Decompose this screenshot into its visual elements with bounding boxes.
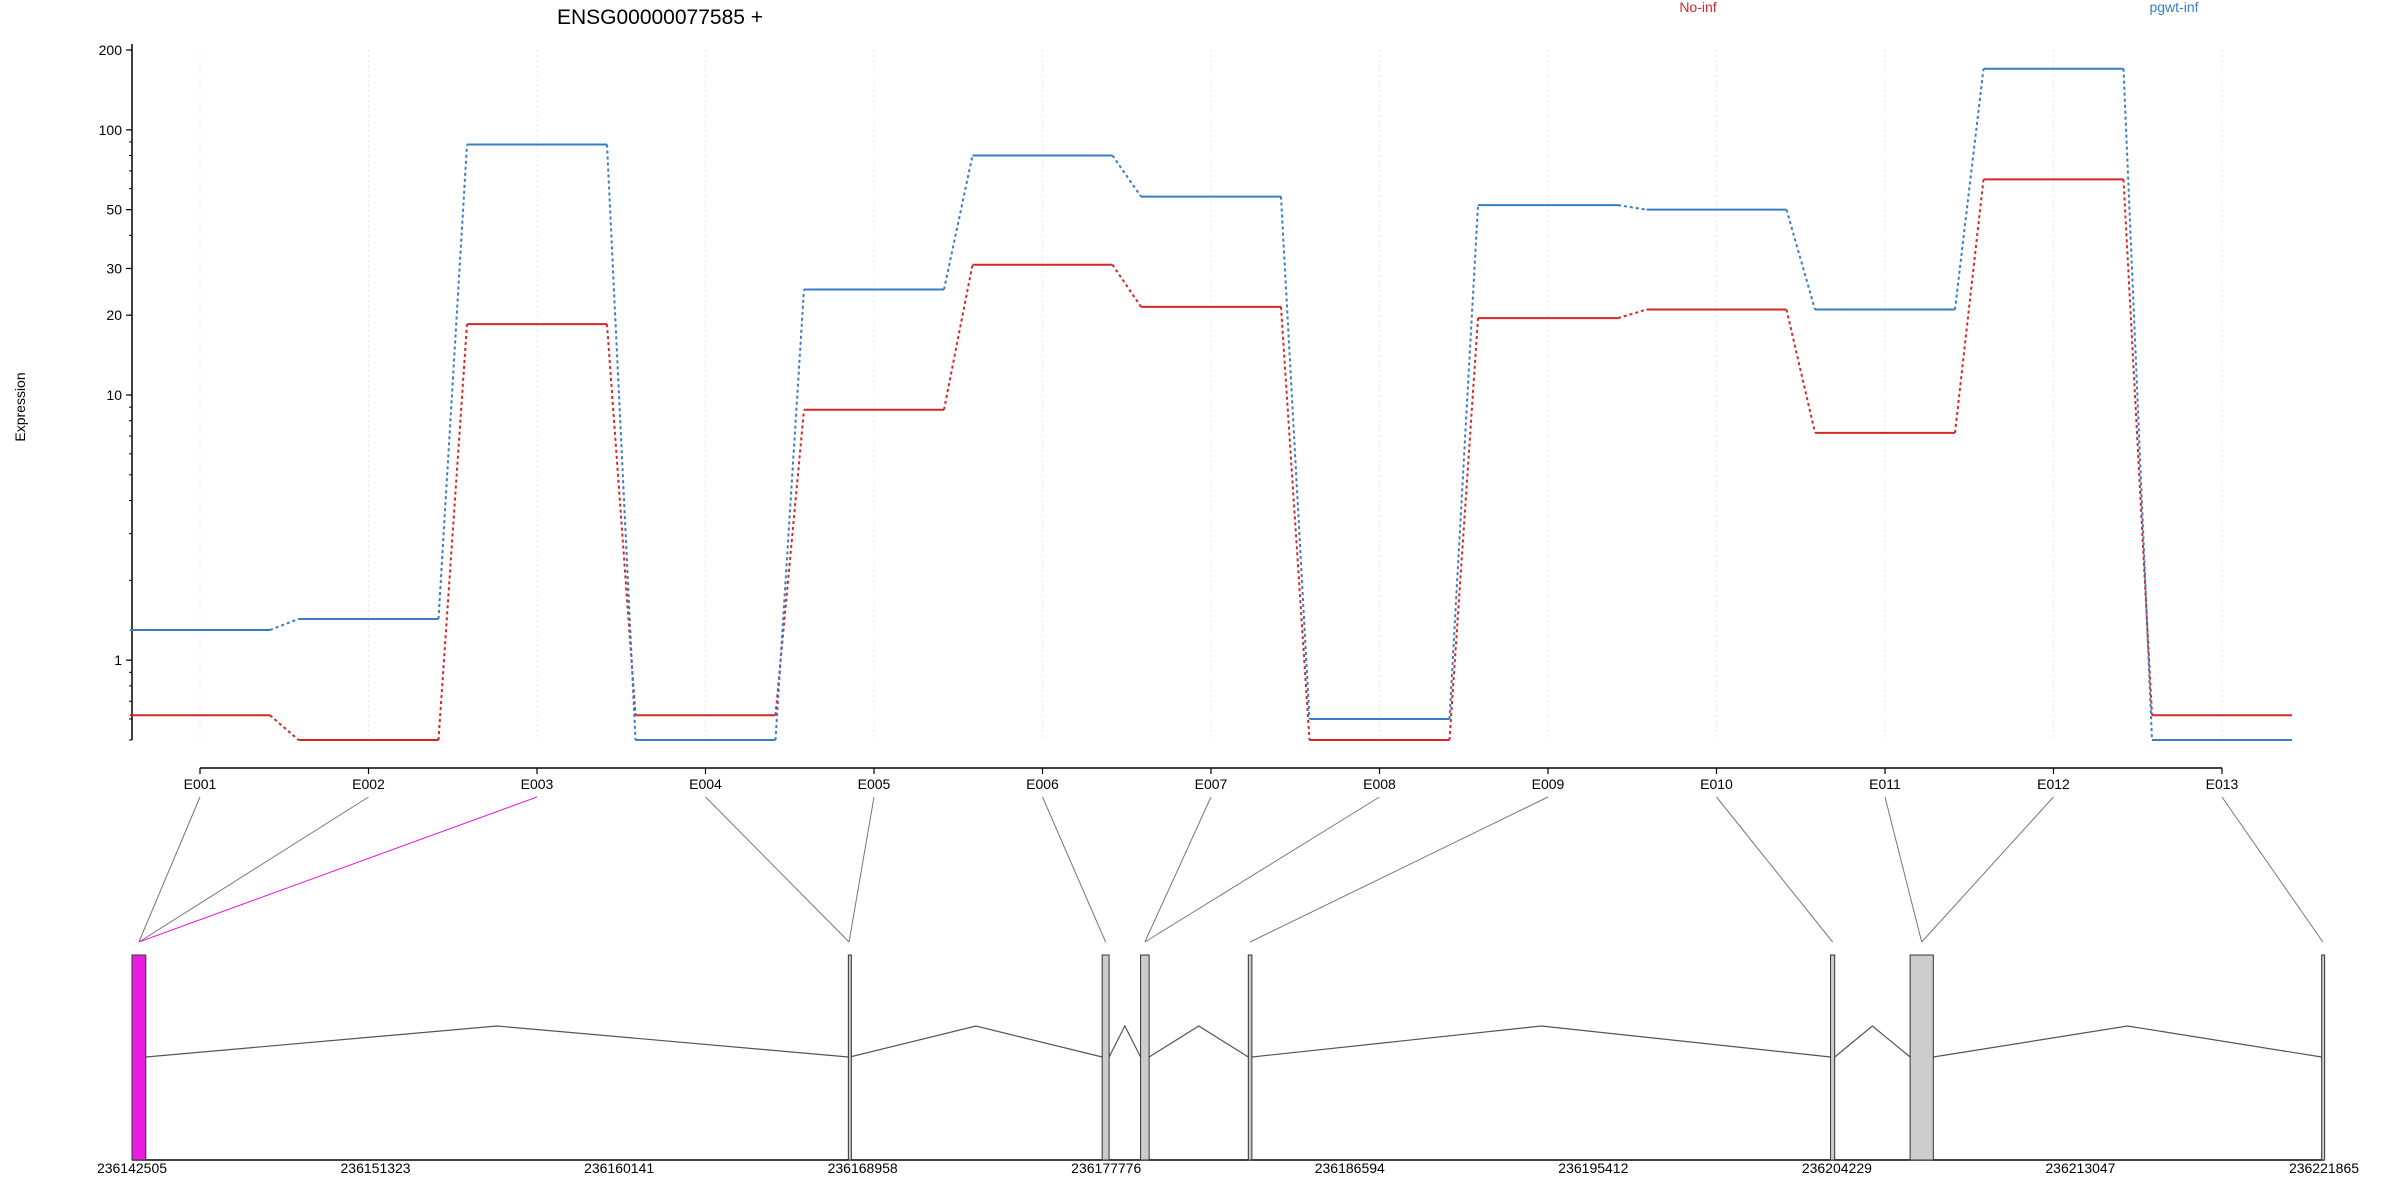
series-no-inf-connector: [943, 264, 974, 410]
series-pgwt-inf-connector: [943, 155, 974, 290]
y-tick-label: 20: [106, 307, 122, 323]
intron-line: [1834, 1025, 1911, 1058]
series-pgwt-inf-connector: [1617, 204, 1647, 211]
coordinate-tick-label: 236151323: [341, 1160, 411, 1176]
series-pgwt-inf-connector: [1785, 209, 1816, 310]
series-lines: [130, 67, 2292, 741]
exon: [1830, 954, 1836, 1161]
series-no-inf-connector: [1111, 264, 1142, 308]
coordinate-tick-label: 236177776: [1071, 1160, 1141, 1176]
series-pgwt-inf-connector: [1280, 196, 1311, 720]
exon-link: [138, 796, 369, 943]
chart-title: ENSG00000077585 +: [557, 6, 763, 29]
intron-line: [1933, 1025, 2322, 1058]
intron-line: [1251, 1025, 1831, 1058]
y-tick-label: 1: [114, 652, 122, 668]
series-pgwt-inf-connector: [269, 618, 299, 631]
x-tick-label: E006: [1026, 776, 1059, 792]
exon: [1101, 954, 1110, 1161]
y-tick-label: 30: [106, 260, 122, 276]
coordinate-tick-label: 236213047: [2045, 1160, 2115, 1176]
x-tick-label: E011: [1869, 776, 1901, 792]
coordinate-tick-label: 236160141: [584, 1160, 654, 1176]
y-tick-label: 100: [99, 122, 123, 138]
exon-link: [1716, 796, 1834, 943]
x-tick-label: E010: [1700, 776, 1733, 792]
exon-link: [1144, 796, 1380, 943]
intron-line: [145, 1025, 849, 1058]
exon: [1247, 954, 1253, 1161]
series-pgwt-inf-connector: [606, 144, 637, 741]
exon-link: [848, 796, 875, 943]
x-tick-label: E009: [1532, 776, 1565, 792]
exon: [2321, 954, 2326, 1161]
exon-link: [1921, 796, 2054, 943]
series-no-inf-connector: [1448, 318, 1479, 741]
exon-link: [138, 796, 201, 943]
coordinate-tick-label: 236204229: [1802, 1160, 1872, 1176]
exon: [1140, 954, 1150, 1161]
gene-model: 236142505 236151323 236160141 236168958 2361…: [97, 954, 2359, 1176]
coordinate-tick-label: 236186594: [1315, 1160, 1385, 1176]
legend-no-inf: No-inf: [1679, 0, 1716, 15]
y-axis-label: Expression: [12, 372, 28, 441]
exon-link: [1144, 796, 1212, 943]
series-no-inf-connector: [1280, 306, 1311, 741]
x-tick-label: E002: [352, 776, 385, 792]
intron-line: [849, 1025, 1103, 1058]
y-tick-label: 10: [106, 387, 122, 403]
exon-link: [705, 796, 850, 943]
exon-link: [1884, 796, 1923, 943]
series-pgwt-inf-connector: [1448, 205, 1479, 720]
series-pgwt-inf-connector: [774, 289, 805, 741]
x-tick-label: E012: [2037, 776, 2070, 792]
series-no-inf-connector: [437, 324, 468, 741]
coordinate-tick-label: 236168958: [828, 1160, 898, 1176]
series-pgwt-inf-connector: [1111, 154, 1142, 198]
exon-link: [1249, 796, 1549, 943]
intron-line: [1148, 1025, 1249, 1058]
exon-highlighted: [131, 954, 147, 1161]
series-pgwt-inf-connector: [437, 144, 468, 620]
exon: [1909, 954, 1934, 1161]
coordinate-tick-label: 236195412: [1558, 1160, 1628, 1176]
series-no-inf-connector: [1785, 309, 1816, 434]
x-tick-label: E005: [858, 776, 891, 792]
exon-link-highlighted: [138, 796, 538, 943]
series-no-inf-connector: [1617, 308, 1647, 320]
coordinate-tick-label: 236221865: [2289, 1160, 2359, 1176]
series-pgwt-inf-connector: [1954, 68, 1985, 310]
axes: 1 10 20 30 50 100 200 E001 E002 E003 E004 E005 E006 E…: [99, 42, 2239, 792]
x-tick-label: E008: [1363, 776, 1396, 792]
exon: [847, 954, 852, 1161]
x-tick-label: E004: [689, 776, 722, 792]
exon-link: [1042, 796, 1107, 943]
exon-link: [2221, 796, 2324, 943]
intron-line: [1108, 1024, 1142, 1058]
series-no-inf-connector: [774, 409, 805, 716]
x-tick-label: E007: [1195, 776, 1228, 792]
series-no-inf-connector: [1954, 179, 1985, 433]
y-tick-label: 50: [106, 202, 122, 218]
grid-lines: [199, 50, 2223, 740]
series-pgwt-inf-connector: [2122, 68, 2153, 741]
legend-pgwt-inf: pgwt-inf: [2149, 0, 2198, 15]
exon-connector-lines: [138, 796, 2324, 943]
x-tick-label: E001: [184, 776, 217, 792]
series-no-inf-connector: [269, 714, 300, 741]
coordinate-tick-label: 236142505: [97, 1160, 167, 1176]
x-tick-label: E003: [521, 776, 554, 792]
y-tick-label: 200: [99, 42, 123, 58]
x-tick-label: E013: [2206, 776, 2239, 792]
